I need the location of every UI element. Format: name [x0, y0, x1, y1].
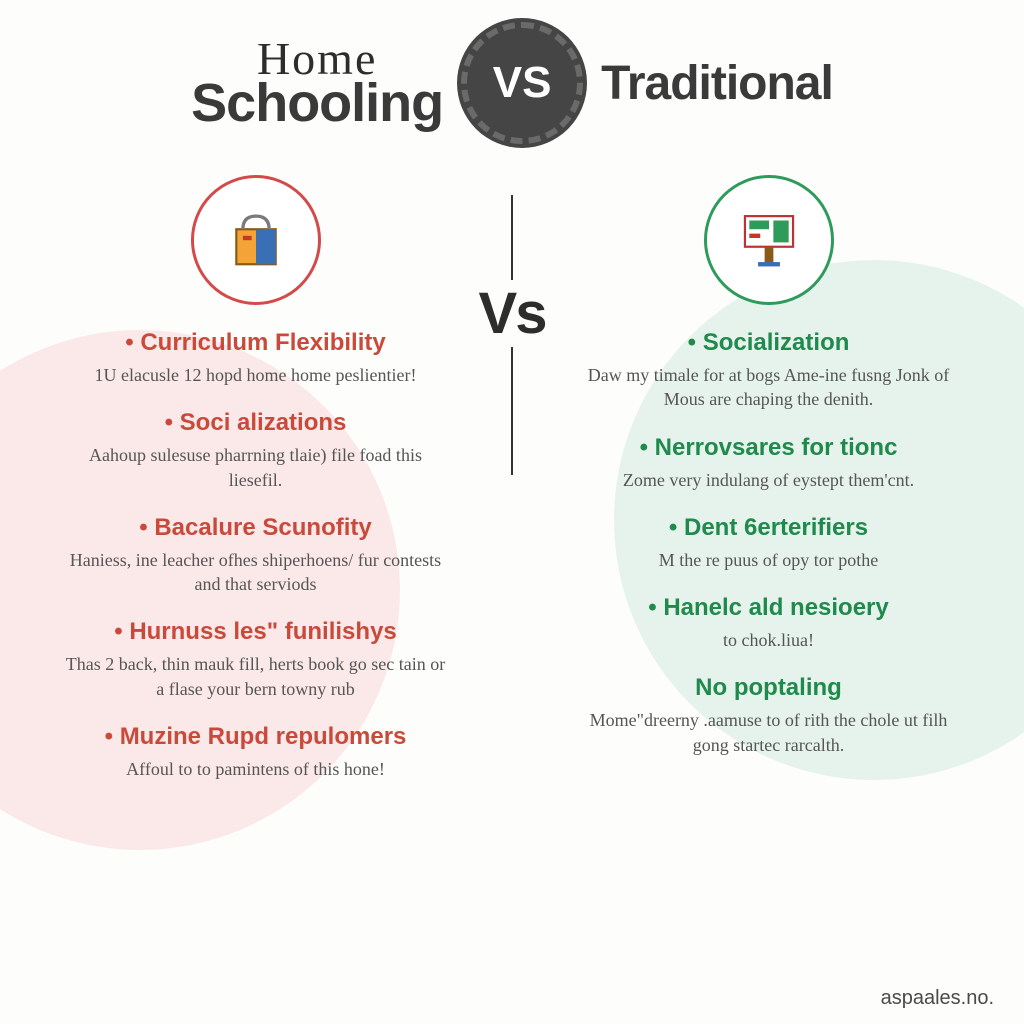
shopping-bag-books-icon — [221, 203, 291, 278]
left-item-4: Muzine Rupd repulomers Affoul to to pamin… — [48, 723, 463, 781]
right-item-title: Dent 6erterifiers — [561, 514, 976, 542]
footer-credit: aspaales.no. — [881, 987, 994, 1010]
left-item-1: Soci alizations Aahoup sulesuse pharrning… — [48, 409, 463, 492]
left-column: Curriculum Flexibility 1U elacusle 12 hop… — [0, 175, 511, 984]
left-item-2: Bacalure Scunofity Haniess, ine leacher o… — [48, 514, 463, 597]
classroom-board-icon — [734, 203, 804, 278]
right-icon-circle — [704, 175, 834, 305]
header-left-title: Home Schooling — [191, 36, 443, 130]
vs-badge: VS — [461, 22, 583, 144]
right-item-desc: M the re puus of opy tor pothe — [579, 548, 959, 572]
right-item-2: Dent 6erterifiers M the re puus of opy to… — [561, 514, 976, 572]
left-item-0: Curriculum Flexibility 1U elacusle 12 hop… — [48, 329, 463, 387]
left-item-title: Soci alizations — [48, 409, 463, 437]
left-item-title: Curriculum Flexibility — [48, 329, 463, 357]
right-item-4: No poptaling Mome"dreerny .aamuse to of r… — [561, 674, 976, 757]
right-item-title: Socialization — [561, 329, 976, 357]
left-item-title: Muzine Rupd repulomers — [48, 723, 463, 751]
left-icon-circle — [191, 175, 321, 305]
left-item-title: Bacalure Scunofity — [48, 514, 463, 542]
schooling-word: Schooling — [191, 73, 443, 133]
left-list: Curriculum Flexibility 1U elacusle 12 hop… — [48, 329, 463, 781]
right-item-desc: Zome very indulang of eystept them'cnt. — [579, 468, 959, 492]
right-item-title: Hanelc ald nesioery — [561, 594, 976, 622]
left-item-desc: Aahoup sulesuse pharrning tlaie) file fo… — [66, 443, 446, 492]
right-item-desc: Mome"dreerny .aamuse to of rith the chol… — [579, 708, 959, 757]
header: Home Schooling VS Traditional — [0, 22, 1024, 144]
left-item-desc: Affoul to to pamintens of this hone! — [66, 757, 446, 781]
left-item-desc: 1U elacusle 12 hopd home home peslientie… — [66, 363, 446, 387]
left-item-3: Hurnuss les" funilishys Thas 2 back, thin… — [48, 618, 463, 701]
left-item-desc: Haniess, ine leacher ofhes shiperhoens/ … — [66, 548, 446, 597]
left-item-desc: Thas 2 back, thin mauk fill, herts book … — [66, 652, 446, 701]
right-item-3: Hanelc ald nesioery to chok.liua! — [561, 594, 976, 652]
right-item-title: No poptaling — [561, 674, 976, 702]
traditional-word: Traditional — [601, 56, 833, 111]
right-item-desc: to chok.liua! — [579, 628, 959, 652]
right-item-title: Nerrovsares for tionc — [561, 434, 976, 462]
left-item-title: Hurnuss les" funilishys — [48, 618, 463, 646]
right-list: Socialization Daw my timale for at bogs A… — [561, 329, 976, 757]
right-item-1: Nerrovsares for tionc Zome very indulang … — [561, 434, 976, 492]
right-item-0: Socialization Daw my timale for at bogs A… — [561, 329, 976, 412]
right-item-desc: Daw my timale for at bogs Ame-ine fusng … — [579, 363, 959, 412]
right-column: Socialization Daw my timale for at bogs A… — [513, 175, 1024, 984]
vs-mid-label: Vs — [473, 280, 552, 347]
